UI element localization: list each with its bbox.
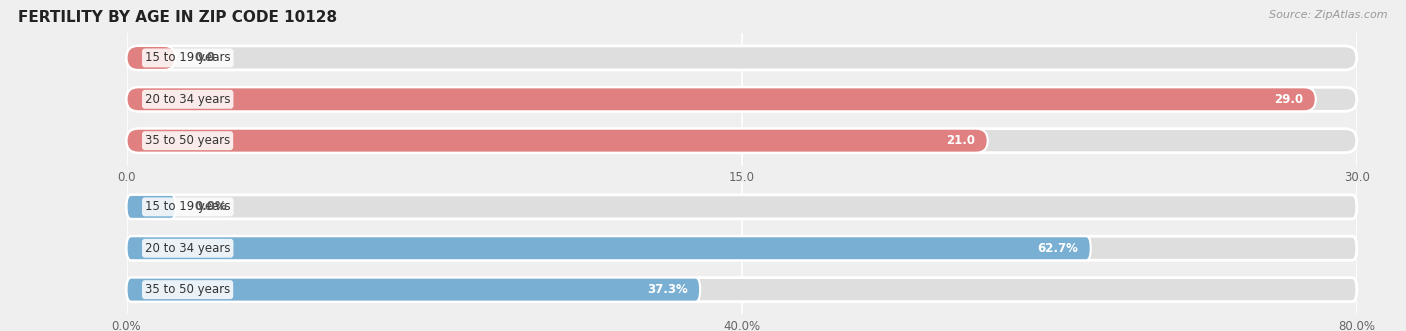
FancyBboxPatch shape [127, 195, 1357, 219]
Text: 21.0: 21.0 [946, 134, 976, 147]
FancyBboxPatch shape [127, 87, 1357, 111]
FancyBboxPatch shape [127, 46, 176, 70]
FancyBboxPatch shape [127, 87, 1316, 111]
Text: 29.0: 29.0 [1274, 93, 1303, 106]
Text: 37.3%: 37.3% [647, 283, 688, 296]
Text: 62.7%: 62.7% [1038, 242, 1078, 255]
FancyBboxPatch shape [127, 129, 1357, 153]
FancyBboxPatch shape [127, 278, 1357, 302]
Text: FERTILITY BY AGE IN ZIP CODE 10128: FERTILITY BY AGE IN ZIP CODE 10128 [18, 10, 337, 25]
FancyBboxPatch shape [127, 46, 1357, 70]
Text: 15 to 19 years: 15 to 19 years [145, 51, 231, 65]
Text: 35 to 50 years: 35 to 50 years [145, 134, 231, 147]
Text: 20 to 34 years: 20 to 34 years [145, 242, 231, 255]
Text: 15 to 19 years: 15 to 19 years [145, 200, 231, 213]
FancyBboxPatch shape [127, 129, 987, 153]
Text: 0.0: 0.0 [194, 51, 215, 65]
FancyBboxPatch shape [127, 195, 176, 219]
FancyBboxPatch shape [127, 278, 700, 302]
Text: Source: ZipAtlas.com: Source: ZipAtlas.com [1270, 10, 1388, 20]
Text: 35 to 50 years: 35 to 50 years [145, 283, 231, 296]
Text: 0.0%: 0.0% [194, 200, 226, 213]
FancyBboxPatch shape [127, 236, 1091, 260]
Text: 20 to 34 years: 20 to 34 years [145, 93, 231, 106]
FancyBboxPatch shape [127, 236, 1357, 260]
